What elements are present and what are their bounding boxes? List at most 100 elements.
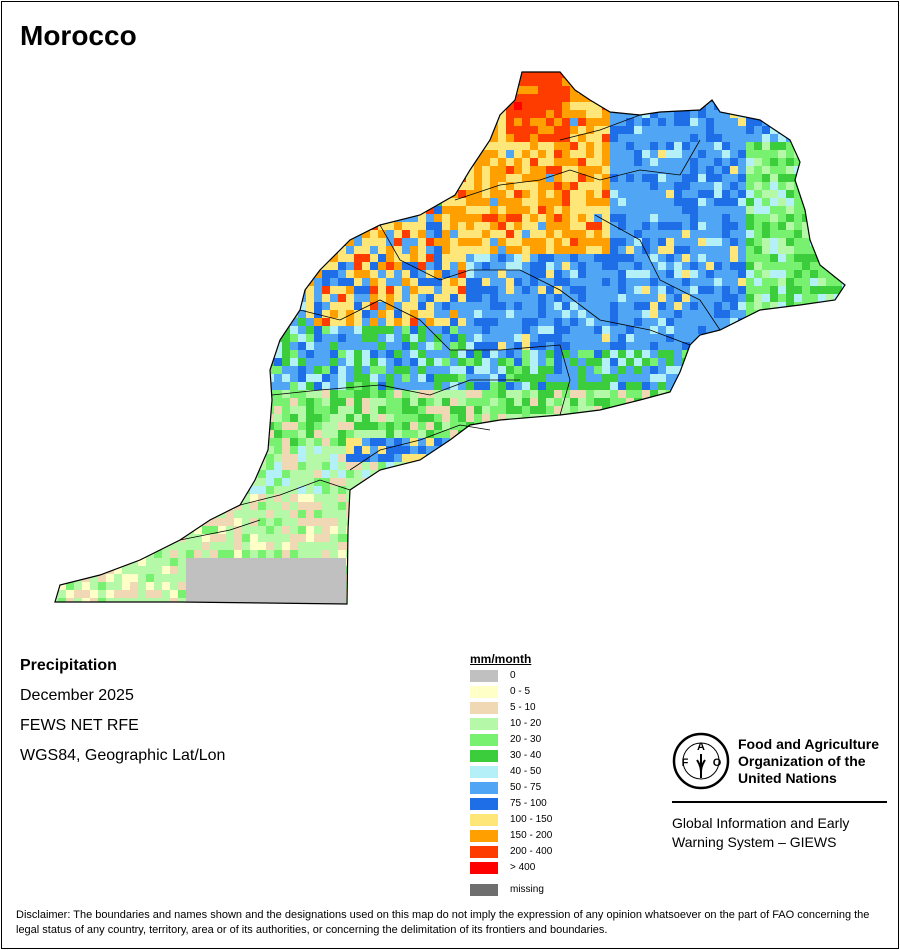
raster-cell xyxy=(194,326,202,334)
raster-cell xyxy=(714,134,722,142)
raster-cell xyxy=(418,374,426,382)
raster-cell xyxy=(58,94,66,102)
raster-cell xyxy=(58,78,66,86)
raster-cell xyxy=(282,286,290,294)
raster-cell xyxy=(490,72,498,78)
raster-cell xyxy=(426,102,434,110)
raster-cell xyxy=(370,158,378,166)
raster-cell xyxy=(138,126,146,134)
raster-cell xyxy=(794,278,802,286)
raster-cell xyxy=(714,126,722,134)
raster-cell xyxy=(810,342,818,350)
raster-cell xyxy=(306,342,314,350)
raster-cell xyxy=(618,222,626,230)
raster-cell xyxy=(226,374,234,382)
raster-cell xyxy=(98,110,106,118)
raster-cell xyxy=(570,86,578,94)
raster-cell xyxy=(98,198,106,206)
raster-cell xyxy=(122,374,130,382)
raster-cell xyxy=(746,102,754,110)
raster-cell xyxy=(74,198,82,206)
raster-cell xyxy=(330,422,338,430)
raster-cell xyxy=(370,190,378,198)
raster-cell xyxy=(258,238,266,246)
raster-cell xyxy=(106,102,114,110)
raster-cell xyxy=(754,438,762,446)
raster-cell xyxy=(106,126,114,134)
raster-cell xyxy=(82,230,90,238)
raster-cell xyxy=(434,302,442,310)
raster-cell xyxy=(55,190,58,198)
raster-cell xyxy=(346,214,354,222)
raster-cell xyxy=(250,366,258,374)
raster-cell xyxy=(658,166,666,174)
raster-cell xyxy=(442,382,450,390)
raster-cell xyxy=(474,158,482,166)
raster-cell xyxy=(802,398,810,406)
raster-cell xyxy=(810,110,818,118)
raster-cell xyxy=(754,126,762,134)
raster-cell xyxy=(266,294,274,302)
raster-cell xyxy=(674,150,682,158)
raster-cell xyxy=(234,78,242,86)
raster-cell xyxy=(594,262,602,270)
raster-cell xyxy=(594,350,602,358)
raster-cell xyxy=(450,406,458,414)
raster-cell xyxy=(130,302,138,310)
raster-cell xyxy=(378,326,386,334)
raster-cell xyxy=(290,72,298,78)
raster-cell xyxy=(194,78,202,86)
raster-cell xyxy=(162,222,170,230)
raster-cell xyxy=(834,286,842,294)
raster-cell xyxy=(794,382,802,390)
raster-cell xyxy=(810,326,818,334)
raster-cell xyxy=(394,358,402,366)
raster-cell xyxy=(778,150,786,158)
raster-cell xyxy=(650,110,658,118)
raster-cell xyxy=(514,102,522,110)
raster-cell xyxy=(458,382,466,390)
raster-cell xyxy=(498,302,506,310)
raster-cell xyxy=(546,446,554,454)
raster-cell xyxy=(338,454,346,462)
raster-cell xyxy=(266,254,274,262)
raster-cell xyxy=(778,158,786,166)
raster-cell xyxy=(474,430,482,438)
raster-cell xyxy=(426,318,434,326)
raster-cell xyxy=(490,326,498,334)
raster-cell xyxy=(754,342,762,350)
raster-cell xyxy=(338,102,346,110)
raster-cell xyxy=(66,310,74,318)
raster-cell xyxy=(538,278,546,286)
raster-cell xyxy=(370,166,378,174)
raster-cell xyxy=(674,454,682,462)
raster-cell xyxy=(298,422,306,430)
raster-cell xyxy=(610,134,618,142)
raster-cell xyxy=(66,438,74,446)
raster-cell xyxy=(58,86,66,94)
raster-cell xyxy=(74,150,82,158)
raster-cell xyxy=(298,72,306,78)
raster-cell xyxy=(522,302,530,310)
raster-cell xyxy=(274,454,282,462)
raster-cell xyxy=(770,246,778,254)
raster-cell xyxy=(738,398,746,406)
raster-cell xyxy=(458,262,466,270)
raster-cell xyxy=(106,278,114,286)
raster-cell xyxy=(146,134,154,142)
raster-cell xyxy=(394,270,402,278)
raster-cell xyxy=(250,270,258,278)
raster-cell xyxy=(826,438,834,446)
raster-cell xyxy=(490,366,498,374)
raster-cell xyxy=(466,318,474,326)
raster-cell xyxy=(506,398,514,406)
raster-cell xyxy=(826,206,834,214)
raster-cell xyxy=(162,246,170,254)
raster-cell xyxy=(658,110,666,118)
raster-cell xyxy=(298,222,306,230)
raster-cell xyxy=(722,414,730,422)
raster-cell xyxy=(234,182,242,190)
raster-cell xyxy=(370,94,378,102)
raster-cell xyxy=(530,406,538,414)
raster-cell xyxy=(410,182,418,190)
